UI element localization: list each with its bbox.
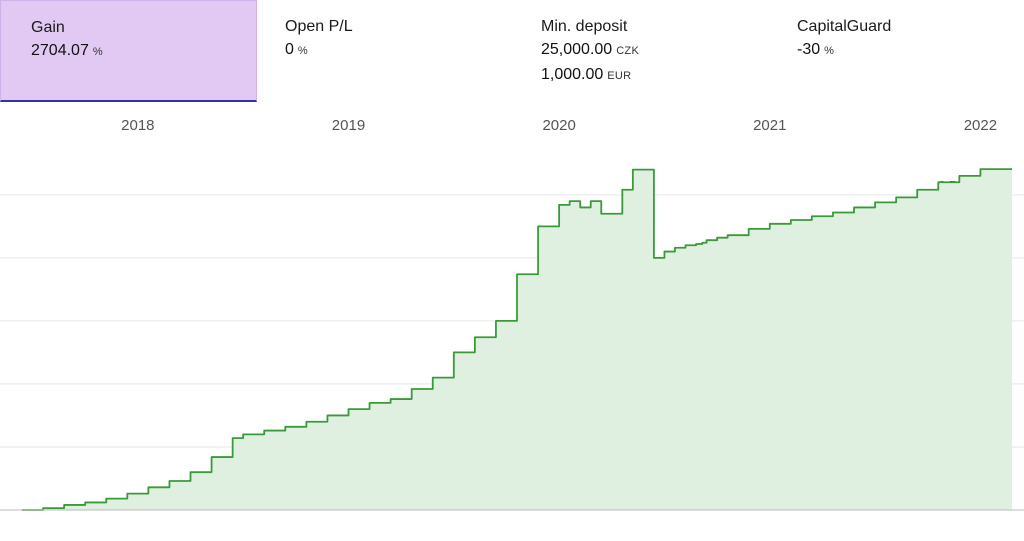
x-tick-label: 2019 <box>332 117 365 134</box>
stat-min-deposit[interactable]: Min. deposit 25,000.00 CZK 1,000.00 EUR <box>541 0 771 102</box>
gain-chart: 0.00 %500.00 %1,000.00 %1,500.00 %2,000.… <box>0 117 1024 511</box>
stat-value: 0% <box>285 41 308 58</box>
stat-gain[interactable]: Gain 2704.07% <box>0 0 257 102</box>
x-tick-label: 2022 <box>964 117 997 134</box>
stats-bar: Gain 2704.07% Open P/L 0% Min. deposit 2… <box>0 0 1024 102</box>
stat-label: Open P/L <box>285 18 353 35</box>
stat-capitalguard[interactable]: CapitalGuard -30% <box>797 0 1017 102</box>
stat-open-pl[interactable]: Open P/L 0% <box>285 0 515 102</box>
stat-value: 2704.07% <box>31 42 103 59</box>
stat-value: 25,000.00 CZK <box>541 41 640 58</box>
series-area <box>22 169 1012 510</box>
stat-value: 1,000.00 EUR <box>541 66 632 83</box>
stat-label: Gain <box>31 19 65 36</box>
stat-label: Min. deposit <box>541 18 628 35</box>
x-tick-label: 2018 <box>121 117 154 134</box>
x-tick-label: 2021 <box>753 117 786 134</box>
x-tick-label: 2020 <box>542 117 575 134</box>
series-line <box>22 168 1012 511</box>
stat-value: -30% <box>797 41 835 58</box>
stat-label: CapitalGuard <box>797 18 892 35</box>
